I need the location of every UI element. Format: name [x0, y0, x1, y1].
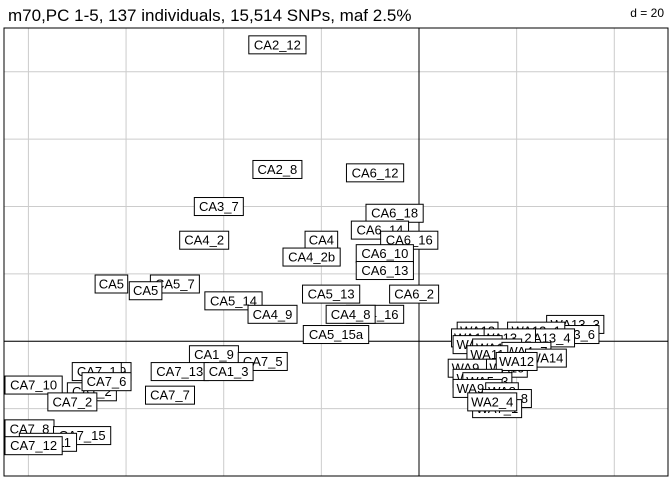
point-label-text: CA4_9 — [253, 307, 293, 322]
point-label-box — [325, 304, 376, 324]
point-label: CA7_12 — [4, 436, 63, 456]
point-label-text: CA1_9 — [194, 347, 234, 362]
point-label: WA12 — [495, 351, 538, 371]
point-label-text: CA6_10 — [361, 246, 408, 261]
point-label-text: CA7_8 — [10, 421, 50, 436]
point-label-text: CA7_6 — [87, 374, 127, 389]
point-label: CA7_7 — [145, 385, 195, 405]
point-label-text: CA3_7 — [199, 199, 239, 214]
point-label-text: CA6_2 — [394, 287, 434, 302]
point-label: CA6_16 — [380, 230, 439, 250]
point-label-box — [81, 372, 132, 392]
point-label-box — [203, 362, 254, 382]
point-label: CA7_6 — [81, 372, 132, 392]
point-label-box — [193, 197, 244, 217]
point-label: CA5_15a — [302, 325, 370, 345]
point-label: CA7_13 — [150, 362, 209, 382]
point-label-text: CA4_8 — [331, 307, 371, 322]
point-label-text: CA7_13 — [156, 364, 203, 379]
point-label-text: CA6_18 — [371, 206, 418, 221]
point-label-text: CA7_10 — [10, 377, 57, 392]
point-label: CA4_9 — [247, 304, 298, 324]
point-label: CA4_8 — [325, 304, 376, 324]
point-label: CA5 — [94, 274, 129, 294]
point-label-box — [145, 385, 195, 405]
point-label: CA5_7 — [149, 274, 200, 294]
point-label: CA3_7 — [193, 197, 244, 217]
point-label-text: WA2_4 — [471, 394, 513, 409]
point-label: CA2_12 — [248, 35, 307, 55]
point-label-text: CA5_13 — [308, 287, 355, 302]
point-label-text: CA2_12 — [254, 37, 301, 52]
point-label: CA6_18 — [365, 203, 424, 223]
plot-frame — [3, 27, 669, 477]
point-label-box — [302, 284, 361, 304]
point-label-box — [247, 304, 298, 324]
point-label: CA4_2 — [179, 230, 230, 250]
point-label-text: CA5 — [133, 283, 158, 298]
point-label-text: CA1_3 — [209, 364, 249, 379]
point-label: WA2_4 — [467, 392, 518, 412]
point-label-text: CA6_16 — [386, 233, 433, 248]
point-label-box — [495, 351, 538, 371]
point-label-text: CA7_12 — [10, 438, 57, 453]
point-label-box — [4, 436, 63, 456]
point-label: CA7_2 — [47, 392, 98, 412]
point-label-box — [4, 375, 63, 395]
point-label-text: CA5_7 — [155, 276, 195, 291]
point-label-text: CA5 — [99, 276, 124, 291]
point-label: CA6_13 — [355, 261, 414, 281]
point-label-text: CA6_12 — [352, 165, 399, 180]
point-label-text: CA4 — [309, 233, 334, 248]
point-label-text: CA4_2b — [288, 249, 335, 264]
point-label-box — [94, 274, 129, 294]
point-label-box — [128, 281, 163, 301]
point-label-box — [252, 159, 303, 179]
point-label-box — [467, 392, 518, 412]
point-label-box — [282, 247, 341, 267]
point-label-text: CA4_2 — [184, 233, 224, 248]
point-label-text: CA7_2 — [52, 394, 92, 409]
point-label: CA6_2 — [389, 284, 440, 304]
point-label: CA4_2b — [282, 247, 341, 267]
point-label-box — [355, 261, 414, 281]
point-label-text: CA7_7 — [150, 388, 190, 403]
point-label-box — [389, 284, 440, 304]
point-label: CA5 — [128, 281, 163, 301]
point-label-text: CA2_8 — [258, 162, 298, 177]
point-label: CA1_9 — [188, 345, 239, 365]
grid-scale-label: d = 20 — [630, 6, 664, 20]
point-label-text: WA12 — [499, 354, 534, 369]
chart-title: m70,PC 1-5, 137 individuals, 15,514 SNPs… — [8, 6, 412, 25]
point-label: CA6_10 — [355, 244, 414, 264]
point-label-box — [248, 35, 307, 55]
point-label: CA1_3 — [203, 362, 254, 382]
point-label-box — [345, 163, 405, 183]
point-label: CA4 — [304, 230, 339, 250]
point-label: CA5_13 — [302, 284, 361, 304]
point-label: CA6_12 — [345, 163, 405, 183]
point-label-text: CA6_13 — [361, 263, 408, 278]
point-label-box — [302, 325, 370, 345]
point-label: CA7_10 — [4, 375, 63, 395]
point-label-text: CA5_15a — [309, 327, 364, 342]
point-label: CA2_8 — [252, 159, 303, 179]
point-label-box — [179, 230, 230, 250]
point-label-box — [47, 392, 98, 412]
point-label-text: CA5_14 — [210, 293, 257, 308]
